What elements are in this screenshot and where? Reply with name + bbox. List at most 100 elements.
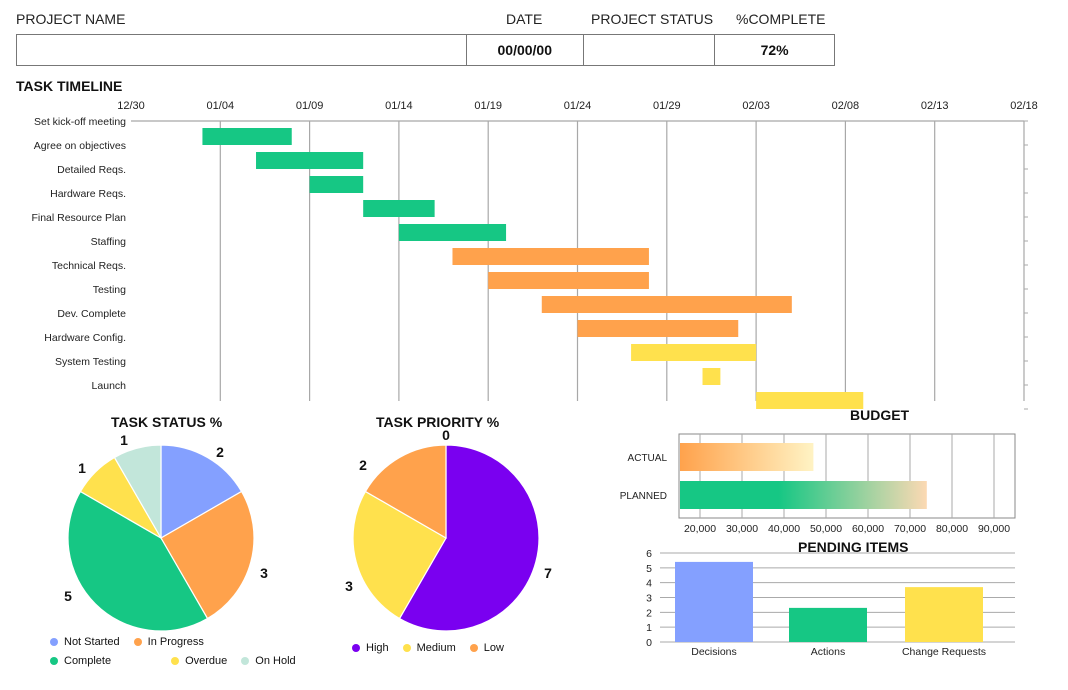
priority-slice-high (398, 444, 540, 632)
gantt-task-label: Set kick-off meeting (34, 116, 126, 128)
budget-tick-label: 50,000 (810, 523, 842, 535)
gantt-tick-label: 02/03 (742, 100, 770, 112)
legend-label: Overdue (185, 654, 228, 667)
legend-swatch (50, 656, 58, 665)
budget-tick-label: 80,000 (936, 523, 968, 535)
budget-tick-label: 90,000 (978, 523, 1010, 535)
pending-tick-label: 0 (646, 637, 652, 649)
gantt-task-label: Testing (93, 284, 126, 296)
status-slice-value-label: 2 (216, 444, 224, 460)
pending-bar-actions (789, 607, 867, 642)
legend-swatch (133, 637, 142, 646)
status-slice-value-label: 5 (64, 588, 72, 604)
gantt-tick-label: 02/08 (832, 100, 860, 112)
gantt-tick-label: 01/09 (296, 100, 324, 112)
task-timeline-title: TASK TIMELINE (16, 78, 123, 94)
pending-tick-label: 1 (646, 622, 652, 634)
priority-slice-value-label: 2 (359, 457, 367, 473)
pending-items-title: PENDING ITEMS (798, 539, 909, 555)
date-label: DATE (506, 11, 543, 27)
gantt-bar-dev-complete (577, 320, 739, 337)
task-priority-legend: High Medium Low (352, 638, 592, 657)
project-name-field[interactable] (17, 35, 467, 65)
legend-swatch (241, 656, 250, 665)
gantt-bar-testing (541, 296, 792, 313)
gantt-task-label: Agree on objectives (34, 140, 126, 152)
status-slice-value-label: 1 (120, 432, 128, 448)
budget-tick-label: 20,000 (684, 523, 716, 535)
gantt-task-label: Staffing (91, 236, 127, 248)
legend-label: Not Started (64, 635, 120, 648)
pending-tick-label: 2 (646, 607, 652, 619)
legend-swatch (50, 637, 58, 646)
date-field[interactable]: 00/00/00 (467, 35, 584, 65)
pending-tick-label: 4 (646, 578, 652, 590)
gantt-bar-detailed-reqs (309, 176, 364, 193)
gantt-bar-set-kick-off-meeting (202, 128, 292, 145)
legend-label: On Hold (255, 654, 296, 667)
budget-bar-planned (680, 481, 927, 509)
legend-swatch (171, 656, 180, 665)
budget-category-label: PLANNED (620, 491, 667, 502)
gantt-bar-hardware-reqs (363, 200, 435, 217)
task-priority-title: TASK PRIORITY % (376, 414, 500, 430)
percent-complete-label: %COMPLETE (736, 11, 826, 27)
legend-label: Medium (416, 641, 456, 654)
gantt-task-label: Detailed Reqs. (57, 164, 126, 176)
gantt-tick-label: 02/18 (1010, 100, 1038, 112)
gantt-tick-label: 01/19 (474, 100, 502, 112)
gantt-tick-label: 01/04 (207, 100, 235, 112)
status-slice-on-hold (113, 444, 162, 541)
priority-slice-value-label: 3 (345, 578, 353, 594)
gantt-tick-label: 01/24 (564, 100, 592, 112)
legend-item-medium: Medium (402, 638, 456, 657)
legend-swatch (469, 643, 478, 652)
legend-label: High (366, 641, 389, 654)
project-status-field[interactable] (584, 35, 716, 65)
legend-item-low: Low (469, 638, 504, 657)
priority-slice-value-label: 0 (442, 430, 450, 443)
gantt-task-label: System Testing (55, 356, 126, 368)
pending-category-label: Actions (811, 646, 845, 658)
legend-item-overdue: Overdue (171, 651, 227, 670)
budget-category-label: ACTUAL (628, 453, 668, 464)
gantt-tick-label: 01/14 (385, 100, 413, 112)
percent-complete-field[interactable]: 72% (760, 42, 789, 58)
legend-item-in-progress: In Progress (133, 632, 204, 651)
pending-tick-label: 3 (646, 593, 652, 605)
budget-tick-label: 60,000 (852, 523, 884, 535)
legend-label: Low (483, 641, 504, 654)
status-slice-value-label: 1 (78, 460, 86, 476)
status-slice-complete (67, 490, 209, 632)
task-priority-pie: 7 3 2 0 (345, 430, 552, 632)
gantt-bar-hardware-config (631, 344, 757, 361)
budget-tick-label: 40,000 (768, 523, 800, 535)
gantt-bar-launch (756, 392, 864, 409)
gantt-task-label: Hardware Reqs. (50, 188, 126, 200)
gantt-task-label: Hardware Config. (44, 332, 126, 344)
gantt-task-label: Final Resource Plan (31, 212, 126, 224)
pending-bar-change-requests (905, 587, 983, 642)
budget-bar-actual (680, 443, 814, 471)
budget-plot-border (678, 433, 1016, 519)
status-slice-not-started (160, 444, 243, 540)
pending-category-label: Change Requests (902, 646, 986, 658)
project-header-table: 00/00/00 72% (16, 34, 835, 66)
budget-tick-label: 70,000 (894, 523, 926, 535)
gantt-task-label: Dev. Complete (57, 308, 126, 320)
project-status-label: PROJECT STATUS (591, 11, 714, 27)
task-status-title: TASK STATUS % (111, 414, 223, 430)
gantt-bar-staffing (452, 248, 649, 265)
priority-slice-low (364, 444, 447, 540)
budget-title: BUDGET (850, 407, 910, 423)
gantt-bar-final-resource-plan (398, 224, 507, 241)
task-status-legend: Not Started In Progress Complete Overdue On … (50, 632, 330, 670)
status-slice-value-label: 3 (260, 565, 268, 581)
gantt-tick-label: 02/13 (921, 100, 949, 112)
gantt-bar-system-testing (702, 368, 721, 385)
pending-bar-decisions (675, 561, 753, 642)
budget-tick-label: 30,000 (726, 523, 758, 535)
gantt-task-label: Technical Reqs. (52, 260, 126, 272)
pending-tick-label: 6 (646, 548, 652, 560)
legend-label: In Progress (147, 635, 204, 648)
